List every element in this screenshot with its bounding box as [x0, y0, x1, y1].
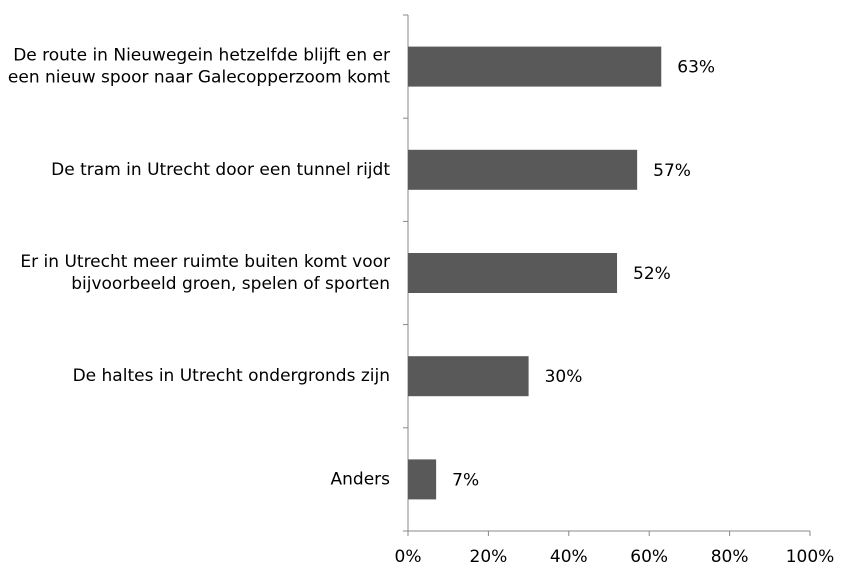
- y-tick-label: De route in Nieuwegein hetzelfde blijft …: [8, 46, 390, 88]
- bar: [408, 46, 662, 87]
- x-tick-label: 20%: [470, 547, 508, 567]
- x-tick-label: 60%: [630, 547, 668, 567]
- y-tick-label: Er in Utrecht meer ruimte buiten komt vo…: [20, 252, 390, 294]
- x-tick-label: 100%: [786, 547, 835, 567]
- data-label: 7%: [452, 470, 479, 490]
- bar: [408, 459, 437, 500]
- x-tick-label: 0%: [395, 547, 422, 567]
- x-tick-label: 40%: [550, 547, 588, 567]
- data-label: 52%: [633, 264, 671, 284]
- data-label: 57%: [653, 161, 691, 181]
- y-tick-label: De tram in Utrecht door een tunnel rijdt: [51, 160, 390, 180]
- bar: [408, 253, 618, 293]
- bar: [408, 356, 529, 397]
- bar: [408, 149, 638, 190]
- y-tick-label: Anders: [331, 469, 391, 489]
- y-tick-label: De haltes in Utrecht ondergronds zijn: [73, 366, 390, 386]
- data-label: 30%: [545, 367, 583, 387]
- x-tick-label: 80%: [711, 547, 749, 567]
- data-label: 63%: [677, 58, 715, 78]
